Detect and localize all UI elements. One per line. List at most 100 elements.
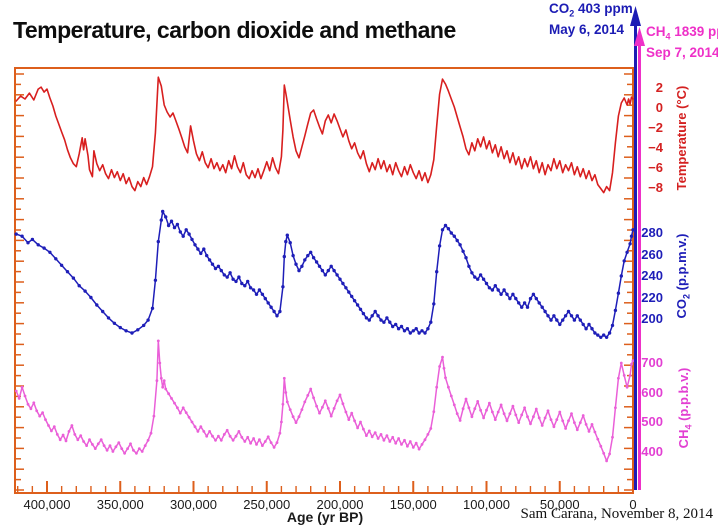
ch4-data-point xyxy=(67,430,71,433)
ch4-data-point xyxy=(406,444,409,448)
co2-tick-label: 280 xyxy=(641,225,663,240)
co2-tick-label: 240 xyxy=(641,268,663,283)
ch4-data-point xyxy=(444,376,447,380)
ch4-data-point xyxy=(526,415,529,419)
ch4-data-point xyxy=(441,355,444,359)
ch4-data-point xyxy=(517,421,521,424)
ch4-data-point xyxy=(164,387,168,391)
ch4-data-point xyxy=(155,379,159,383)
co2-data-point xyxy=(196,247,200,251)
co2-data-point xyxy=(30,237,35,242)
co2-data-point xyxy=(219,268,223,273)
co2-data-point xyxy=(575,314,579,318)
co2-data-point xyxy=(388,320,392,324)
co2-data-point xyxy=(297,268,301,273)
co2-data-point xyxy=(77,284,81,288)
co2-data-point xyxy=(118,325,123,330)
ch4-data-point xyxy=(485,408,488,412)
temperature-tick-label: −8 xyxy=(648,179,663,195)
ch4-data-point xyxy=(482,416,485,420)
co2-data-point xyxy=(405,327,410,331)
x-tick-label: 150,000 xyxy=(389,497,437,512)
co2-data-point xyxy=(432,302,436,306)
ch4-data-point xyxy=(50,429,53,433)
co2-data-point xyxy=(449,231,453,235)
chart-title: Temperature, carbon dioxide and methane xyxy=(13,17,456,43)
temperature-tick-label: 0 xyxy=(655,100,663,115)
ch4-data-point xyxy=(458,419,462,422)
ch4-data-point xyxy=(246,435,250,439)
ch4-data-point xyxy=(225,428,229,432)
co2-data-point xyxy=(525,305,530,309)
ch4-data-point xyxy=(605,459,608,463)
co2-data-point xyxy=(452,234,456,238)
ch4-data-point xyxy=(114,445,118,449)
co2-data-point xyxy=(473,275,477,279)
ch4-data-point xyxy=(408,440,412,443)
ch4-data-point xyxy=(309,387,313,391)
ch4-data-point xyxy=(630,362,633,366)
co2-data-point xyxy=(613,308,618,313)
ch4-data-point xyxy=(315,404,318,408)
co2-data-point xyxy=(225,275,229,279)
co2-data-point xyxy=(355,303,360,307)
co2-data-point xyxy=(199,251,203,256)
ch4-data-point xyxy=(288,408,292,411)
co2-data-point xyxy=(159,218,163,222)
co2-data-point xyxy=(48,250,52,254)
co2-data-point xyxy=(175,222,180,227)
ch4-data-point xyxy=(321,405,324,409)
temperature-tick-label: −2 xyxy=(648,119,663,135)
co2-data-point xyxy=(281,285,285,289)
co2-data-point xyxy=(590,327,594,331)
ch4-data-point xyxy=(275,441,279,444)
co2-data-point xyxy=(476,277,480,281)
co2-data-point xyxy=(161,209,165,214)
ch4-data-point xyxy=(64,439,68,443)
ch4-data-point xyxy=(73,433,77,436)
co2-data-point xyxy=(549,318,553,322)
co2-data-point xyxy=(520,305,524,309)
ch4-data-point xyxy=(237,430,241,433)
ch4-current-annotation: CH4 1839 ppb Sep 7, 2014 xyxy=(646,24,718,60)
co2-data-point xyxy=(207,258,212,262)
ch4-data-point xyxy=(341,402,345,406)
ch4-data-point xyxy=(473,407,477,411)
co2-data-point xyxy=(329,264,333,268)
ch4-data-point xyxy=(502,412,506,416)
co2-data-point xyxy=(458,243,462,247)
ch4-data-point xyxy=(449,394,453,398)
co2-data-point xyxy=(508,296,512,301)
co2-data-point xyxy=(243,284,247,288)
ch4-data-point xyxy=(353,419,356,423)
co2-current-date: May 6, 2014 xyxy=(549,21,625,37)
ch4-data-point xyxy=(359,420,362,424)
co2-data-point xyxy=(275,314,279,318)
ch4-data-point xyxy=(178,411,182,415)
co2-data-point xyxy=(65,270,70,274)
co2-data-point xyxy=(246,279,250,284)
ch4-data-point xyxy=(300,408,304,411)
ch4-data-point xyxy=(420,443,424,446)
ch4-data-point xyxy=(549,418,553,421)
ch4-data-point xyxy=(217,434,220,438)
ch4-data-point xyxy=(617,376,620,380)
ch4-data-point xyxy=(146,438,150,442)
co2-data-point xyxy=(248,286,253,290)
co2-data-point xyxy=(59,263,64,267)
ch4-data-point xyxy=(575,428,579,432)
co2-data-point xyxy=(257,288,262,292)
ch4-data-point xyxy=(297,415,301,419)
co2-data-point xyxy=(382,320,386,324)
co2-data-point xyxy=(461,249,465,253)
ch4-data-point xyxy=(140,450,144,453)
ch4-data-point xyxy=(447,385,450,389)
ch4-data-point xyxy=(208,430,212,433)
ch4-data-point xyxy=(505,419,509,423)
ch4-data-point xyxy=(29,407,33,411)
co2-data-point xyxy=(531,292,536,296)
co2-data-point xyxy=(411,329,415,333)
ch4-data-point xyxy=(570,412,573,416)
co2-data-point xyxy=(291,253,295,258)
ch4-data-point xyxy=(96,442,100,446)
